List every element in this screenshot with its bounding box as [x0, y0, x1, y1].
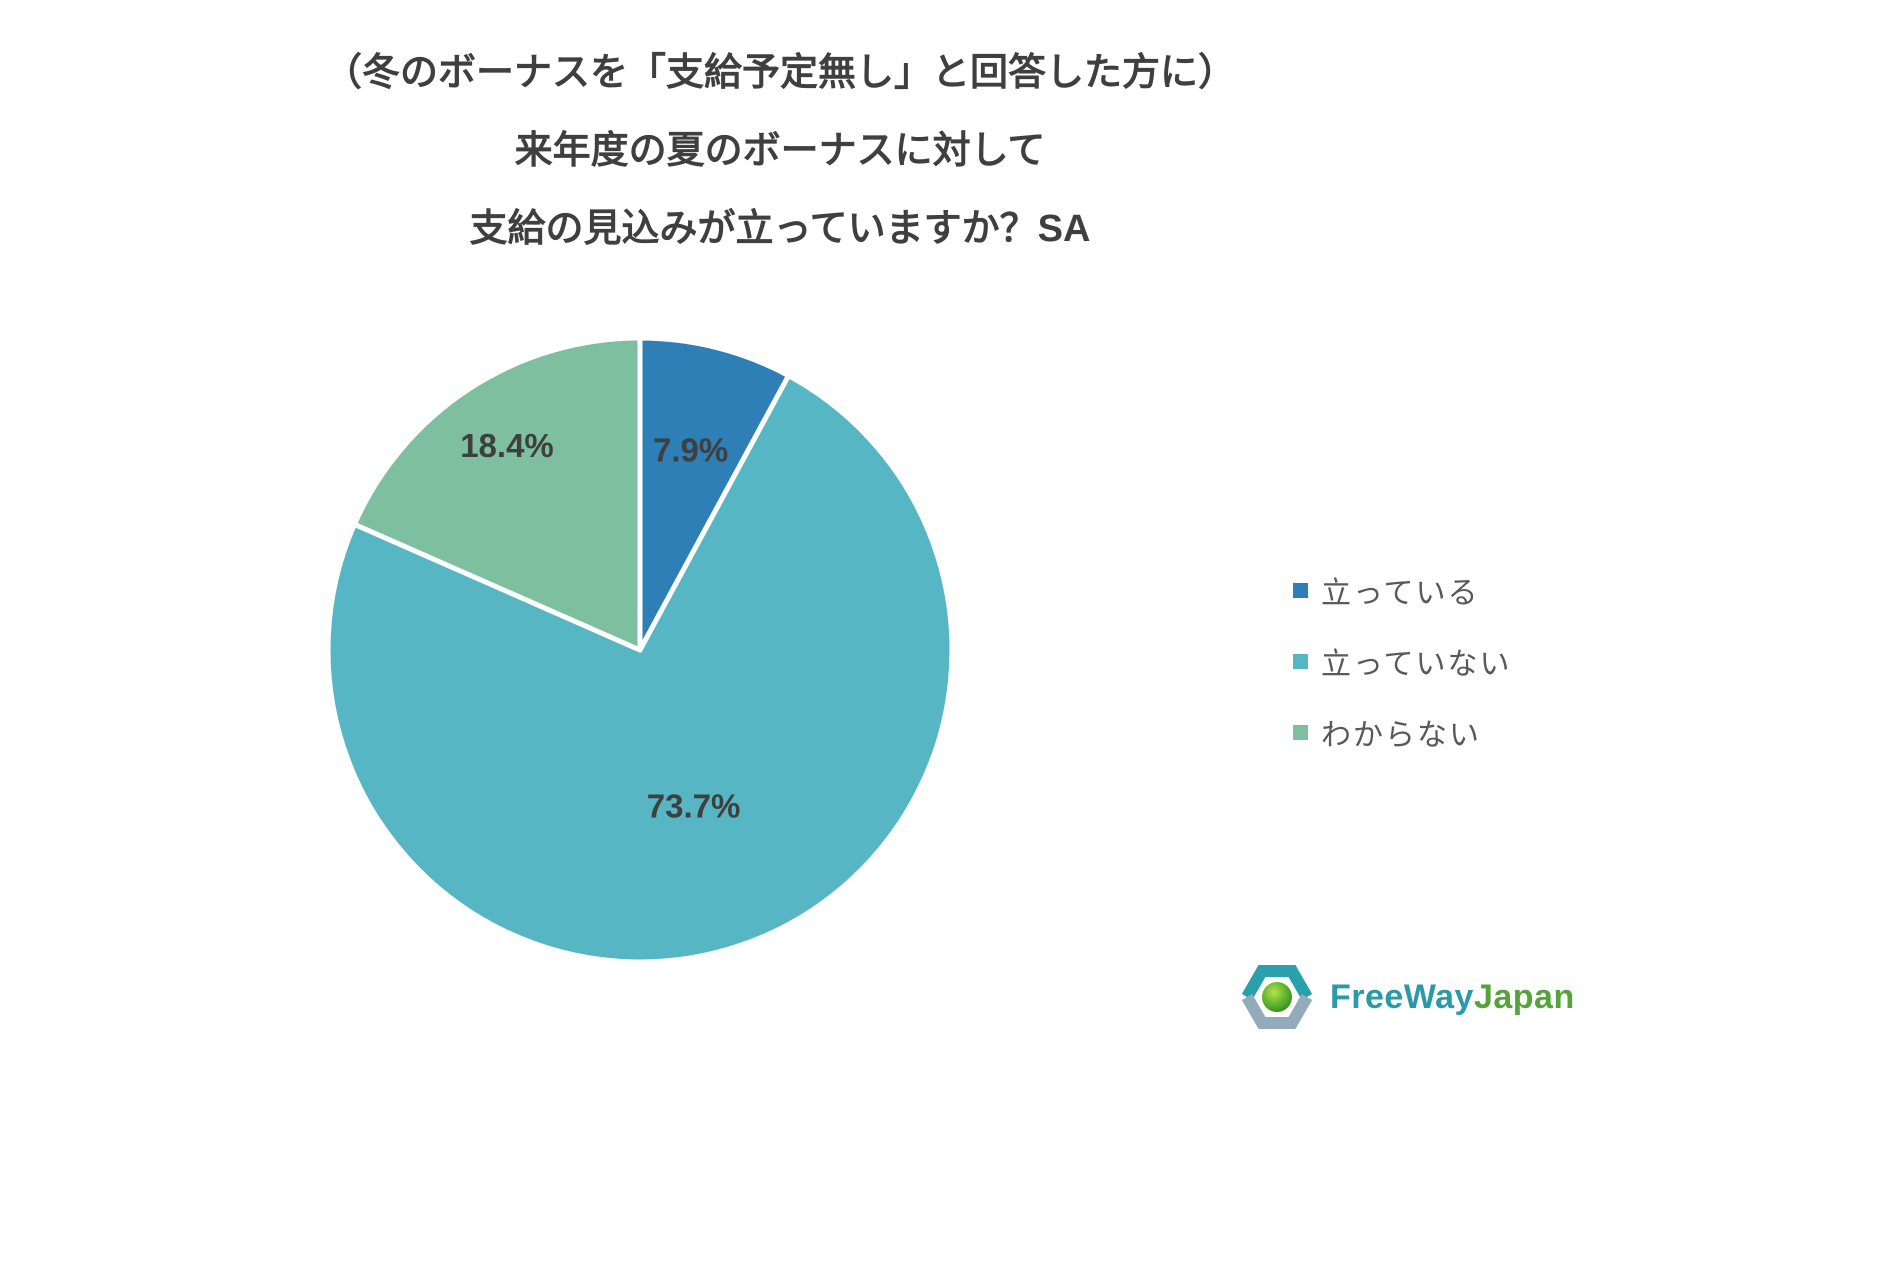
pie-chart-area: 7.9% 73.7% 18.4%: [318, 328, 962, 972]
pie-slice-0: [637, 335, 792, 653]
brand-name-part2: Japan: [1473, 977, 1575, 1016]
chart-legend: 立っている 立っていない わからない: [1293, 568, 1512, 754]
pie-data-label-2: 18.4%: [460, 427, 554, 464]
pie-chart: 7.9% 73.7% 18.4%: [325, 335, 955, 965]
chart-title-line-1: （冬のボーナスを「支給予定無し」と回答した方に）: [323, 52, 1236, 94]
brand-name-part1: FreeWay: [1330, 977, 1474, 1016]
brand-footer: FreeWayJapan: [1240, 960, 1575, 1034]
chart-title-line-3: 支給の見込みが立っていますか？SA: [469, 208, 1091, 250]
chart-title-line-2: 来年度の夏のボーナスに対して: [514, 130, 1046, 172]
legend-item: 立っている: [1293, 568, 1512, 612]
pie-data-label-0: 7.9%: [653, 431, 728, 468]
pie-data-label-1: 73.7%: [647, 787, 741, 824]
chart-title: （冬のボーナスを「支給予定無し」と回答した方に） 来年度の夏のボーナスに対して …: [0, 34, 1560, 268]
legend-label: 立っていない: [1321, 648, 1512, 681]
legend-label: わからない: [1321, 719, 1481, 752]
legend-marker-icon: [1293, 653, 1308, 669]
pie-slice-2: [351, 335, 643, 653]
legend-label: 立っている: [1321, 577, 1480, 610]
pie-slice-1: [325, 373, 955, 965]
legend-item: 立っていない: [1293, 639, 1512, 683]
freeway-japan-logo-icon: [1241, 965, 1313, 1029]
brand-name: FreeWayJapan: [1330, 978, 1575, 1017]
legend-marker-icon: [1293, 582, 1308, 598]
legend-item: わからない: [1293, 710, 1512, 754]
legend-marker-icon: [1293, 724, 1308, 740]
